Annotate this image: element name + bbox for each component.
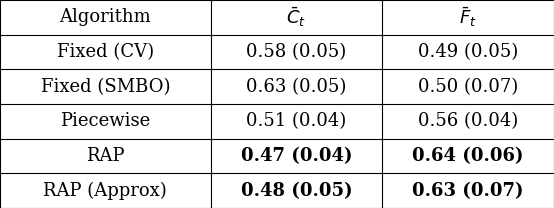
- Text: Fixed (SMBO): Fixed (SMBO): [40, 78, 170, 96]
- Text: Algorithm: Algorithm: [59, 8, 151, 26]
- Text: Fixed (CV): Fixed (CV): [57, 43, 154, 61]
- Text: $\bar{C}_t$: $\bar{C}_t$: [286, 6, 306, 29]
- Text: 0.64 (0.06): 0.64 (0.06): [412, 147, 524, 165]
- Text: $\bar{F}_t$: $\bar{F}_t$: [459, 6, 477, 29]
- Text: 0.63 (0.05): 0.63 (0.05): [246, 78, 347, 96]
- Text: 0.58 (0.05): 0.58 (0.05): [247, 43, 346, 61]
- Text: 0.49 (0.05): 0.49 (0.05): [418, 43, 518, 61]
- Text: 0.50 (0.07): 0.50 (0.07): [418, 78, 518, 96]
- Text: RAP (Approx): RAP (Approx): [43, 182, 167, 200]
- Text: 0.48 (0.05): 0.48 (0.05): [240, 182, 352, 200]
- Text: 0.51 (0.04): 0.51 (0.04): [247, 112, 346, 130]
- Text: Piecewise: Piecewise: [60, 112, 150, 130]
- Text: RAP: RAP: [86, 147, 125, 165]
- Text: 0.63 (0.07): 0.63 (0.07): [412, 182, 524, 200]
- Text: 0.47 (0.04): 0.47 (0.04): [240, 147, 352, 165]
- Text: 0.56 (0.04): 0.56 (0.04): [418, 112, 518, 130]
